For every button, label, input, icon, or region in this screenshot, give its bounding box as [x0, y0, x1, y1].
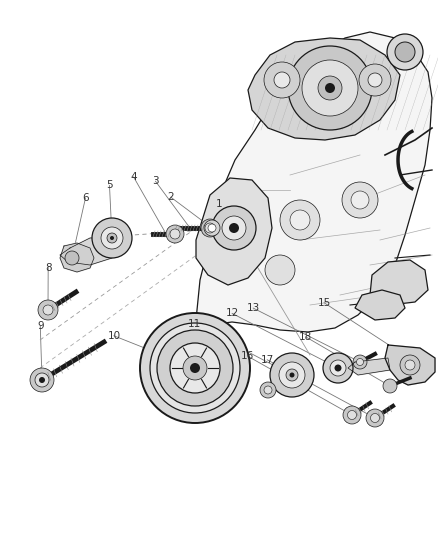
Circle shape [229, 223, 239, 233]
Text: 3: 3 [152, 176, 159, 186]
Text: 13: 13 [247, 303, 260, 313]
Circle shape [264, 62, 300, 98]
Polygon shape [196, 178, 272, 285]
Text: 11: 11 [188, 319, 201, 329]
Text: 12: 12 [226, 309, 239, 318]
Circle shape [335, 365, 342, 372]
Circle shape [395, 42, 415, 62]
Circle shape [288, 46, 372, 130]
Circle shape [353, 355, 367, 369]
Circle shape [286, 369, 298, 381]
Circle shape [366, 409, 384, 427]
Circle shape [92, 218, 132, 258]
Text: 18: 18 [299, 332, 312, 342]
Circle shape [30, 368, 54, 392]
Circle shape [101, 227, 123, 249]
Circle shape [400, 355, 420, 375]
Circle shape [201, 219, 219, 237]
Circle shape [166, 225, 184, 243]
Circle shape [279, 362, 305, 388]
Polygon shape [248, 38, 400, 140]
Circle shape [65, 251, 79, 265]
Circle shape [205, 223, 215, 233]
Circle shape [325, 83, 335, 93]
Circle shape [290, 210, 310, 230]
Text: 16: 16 [241, 351, 254, 361]
Circle shape [270, 353, 314, 397]
Circle shape [383, 379, 397, 393]
Polygon shape [348, 358, 390, 375]
Circle shape [264, 386, 272, 394]
Circle shape [371, 414, 379, 423]
Polygon shape [196, 32, 432, 332]
Circle shape [357, 359, 364, 366]
Circle shape [150, 323, 240, 413]
Text: 9: 9 [37, 321, 44, 331]
Circle shape [208, 224, 216, 232]
Polygon shape [355, 290, 405, 320]
Circle shape [110, 236, 114, 240]
Text: 10: 10 [107, 331, 120, 341]
Circle shape [38, 300, 58, 320]
Polygon shape [60, 243, 94, 272]
Polygon shape [370, 260, 428, 305]
Circle shape [190, 363, 200, 373]
Circle shape [170, 229, 180, 239]
Circle shape [274, 72, 290, 88]
Text: 6: 6 [82, 193, 89, 203]
Circle shape [157, 330, 233, 406]
Circle shape [265, 255, 295, 285]
Circle shape [140, 313, 250, 423]
Circle shape [342, 182, 378, 218]
Text: 15: 15 [318, 298, 331, 308]
Circle shape [222, 216, 246, 240]
Text: 2: 2 [167, 192, 174, 202]
Text: 17: 17 [261, 355, 274, 365]
Circle shape [107, 233, 117, 243]
Circle shape [280, 200, 320, 240]
Circle shape [260, 382, 276, 398]
Circle shape [302, 60, 358, 116]
Text: 8: 8 [45, 263, 52, 272]
Circle shape [212, 206, 256, 250]
Circle shape [330, 360, 346, 376]
Circle shape [183, 356, 207, 380]
Circle shape [290, 373, 294, 377]
Text: 4: 4 [130, 172, 137, 182]
Circle shape [368, 73, 382, 87]
Circle shape [170, 343, 220, 393]
Circle shape [43, 305, 53, 315]
Circle shape [405, 360, 415, 370]
Circle shape [387, 34, 423, 70]
Circle shape [343, 406, 361, 424]
Circle shape [318, 76, 342, 100]
Circle shape [39, 377, 45, 383]
Text: 1: 1 [215, 199, 223, 208]
Circle shape [204, 220, 220, 236]
Polygon shape [60, 238, 112, 265]
Circle shape [351, 191, 369, 209]
Polygon shape [385, 345, 435, 385]
Circle shape [35, 373, 49, 387]
Circle shape [323, 353, 353, 383]
Circle shape [359, 64, 391, 96]
Circle shape [347, 410, 357, 419]
Text: 5: 5 [106, 181, 113, 190]
